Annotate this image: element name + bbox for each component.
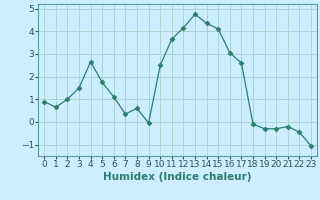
X-axis label: Humidex (Indice chaleur): Humidex (Indice chaleur) — [103, 172, 252, 182]
